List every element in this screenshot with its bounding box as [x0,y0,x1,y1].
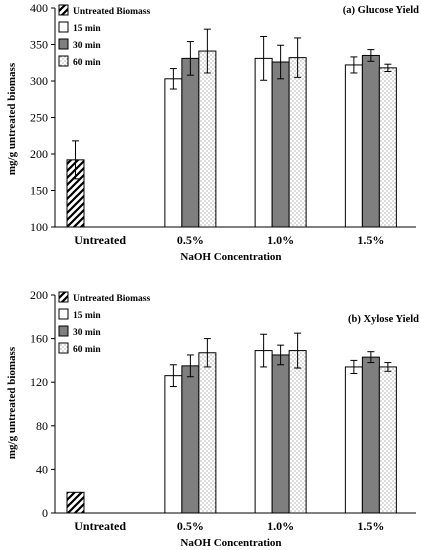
y-tick-label: 160 [30,332,48,346]
y-tick-label: 200 [30,147,48,161]
bar [66,491,85,514]
y-tick-label: 80 [36,419,48,433]
bar [288,350,307,514]
y-tick-label: 250 [30,111,48,125]
legend-label: 15 min [73,24,101,34]
x-tick-label: 0.5% [177,519,204,533]
legend-label: Untreated Biomass [73,294,150,304]
legend: Untreated Biomass 15 min 30 min 60 min [58,291,150,355]
bar [254,350,273,514]
legend-label: 60 min [73,58,101,68]
bar [361,54,380,228]
bar [198,352,217,514]
chart-panel-b: mg/g untreated biomass (b) Xylose Yield … [6,288,419,549]
x-axis-ticks: Untreated 0.5% 1.0% 1.5% [74,519,384,533]
legend-swatch [58,55,69,67]
axes [54,8,416,228]
bar [288,57,307,228]
error-bars [72,28,392,180]
bar [181,57,200,228]
bar [198,50,217,228]
legend-label: 30 min [73,328,101,338]
chart-title: (a) Glucose Yield [343,5,419,16]
x-tick-label: 1.0% [267,519,294,533]
x-tick-label: 1.0% [267,233,294,247]
y-tick-label: 100 [30,220,48,234]
y-tick-label: 350 [30,38,48,52]
chart-title: (b) Xylose Yield [348,314,419,325]
legend-swatch [58,21,69,33]
x-tick-label: Untreated [74,233,126,247]
legend-swatch [58,4,69,16]
y-axis-title: mg/g untreated biomass [6,62,18,175]
bar [378,67,397,228]
y-tick-label: 120 [30,375,48,389]
legend-swatch [58,291,69,303]
bar [378,366,397,514]
bar [271,354,290,514]
x-axis-title: NaOH Concentration [180,251,281,263]
y-tick-label: 300 [30,74,48,88]
legend-swatch [58,308,69,320]
x-axis-ticks: Untreated 0.5% 1.0% 1.5% [74,233,384,247]
bar [254,57,273,228]
y-tick-label: 400 [30,1,48,15]
bar [361,356,380,514]
legend-label: 15 min [73,311,101,321]
legend-swatch [58,325,69,337]
y-axis-ticks: 100 150 200 250 300 350 400 [30,1,55,234]
legend: Untreated Biomass 15 min 30 min 60 min [58,4,150,68]
y-axis-ticks: 0 40 80 120 160 200 [30,288,55,520]
bar [344,64,363,228]
axes [54,295,416,514]
bar [271,61,290,228]
x-tick-label: 0.5% [177,233,204,247]
y-tick-label: 200 [30,288,48,302]
bar [181,365,200,514]
legend-swatch [58,38,69,50]
y-tick-label: 150 [30,184,48,198]
y-tick-label: 0 [42,506,48,520]
legend-label: 60 min [73,345,101,355]
bars [66,50,397,228]
x-tick-label: 1.5% [357,519,384,533]
legend-swatch [58,342,69,354]
bar [164,375,183,514]
x-tick-label: 1.5% [357,233,384,247]
legend-label: 30 min [73,41,101,51]
y-axis-title: mg/g untreated biomass [6,346,18,459]
bar [344,366,363,514]
bars [66,350,397,514]
x-axis-title: NaOH Concentration [180,537,281,549]
bar [164,78,183,228]
y-tick-label: 40 [36,462,48,476]
chart-panel-a: mg/g untreated biomass (a) Glucose Yield… [6,1,419,263]
x-tick-label: Untreated [74,519,126,533]
legend-label: Untreated Biomass [73,7,150,17]
error-bars [169,332,392,388]
